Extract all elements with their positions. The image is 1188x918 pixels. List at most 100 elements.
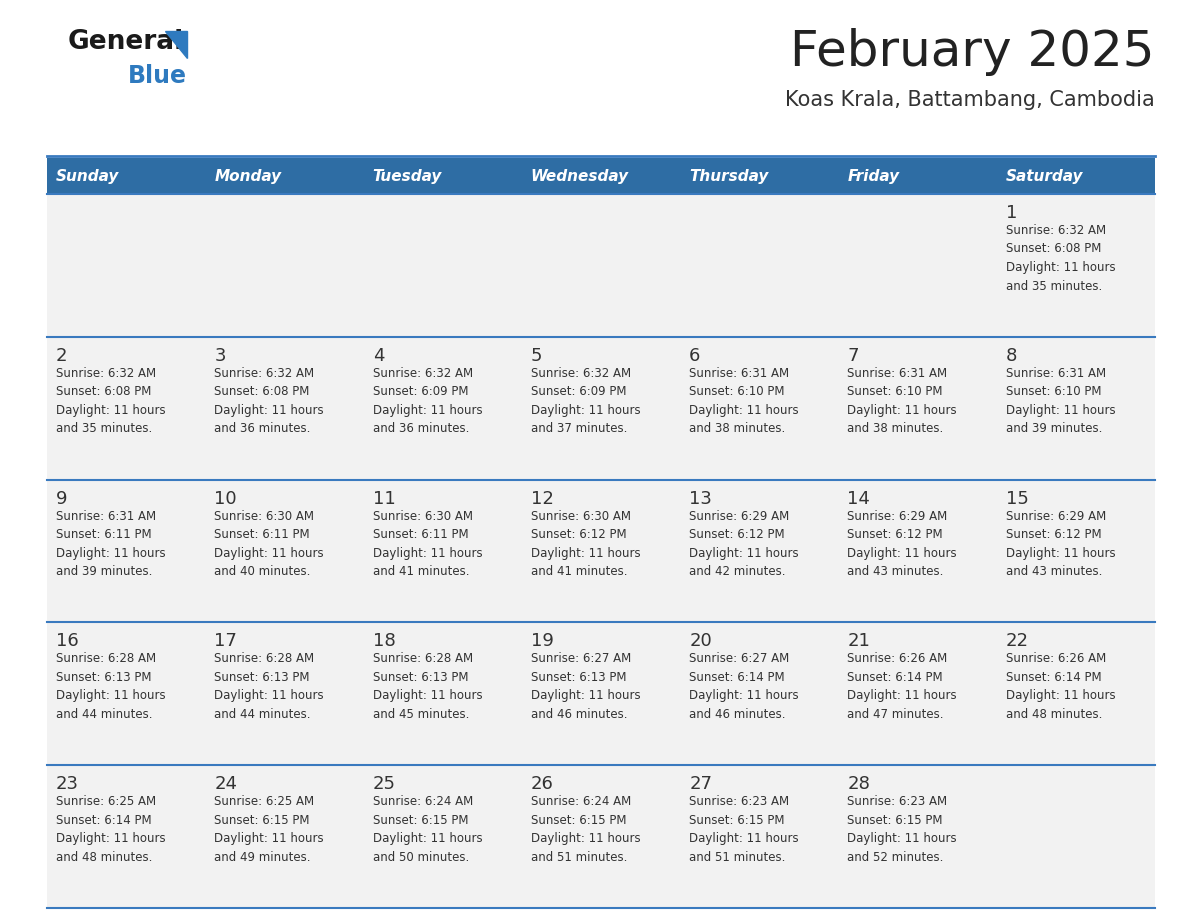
Text: and 48 minutes.: and 48 minutes. — [56, 851, 152, 864]
Text: Sunrise: 6:29 AM: Sunrise: 6:29 AM — [847, 509, 948, 522]
Text: Sunrise: 6:29 AM: Sunrise: 6:29 AM — [689, 509, 789, 522]
Text: Daylight: 11 hours: Daylight: 11 hours — [214, 833, 324, 845]
Text: Sunset: 6:10 PM: Sunset: 6:10 PM — [1006, 386, 1101, 398]
Text: Monday: Monday — [214, 169, 282, 184]
Bar — [364, 158, 522, 194]
Text: and 43 minutes.: and 43 minutes. — [1006, 565, 1102, 578]
Text: Sunrise: 6:24 AM: Sunrise: 6:24 AM — [531, 795, 631, 808]
Text: Sunrise: 6:26 AM: Sunrise: 6:26 AM — [847, 653, 948, 666]
Bar — [522, 158, 681, 194]
Text: Daylight: 11 hours: Daylight: 11 hours — [56, 404, 165, 417]
Text: Sunrise: 6:32 AM: Sunrise: 6:32 AM — [1006, 224, 1106, 237]
Text: 5: 5 — [531, 347, 543, 364]
Text: Sunset: 6:14 PM: Sunset: 6:14 PM — [689, 671, 785, 684]
Text: 10: 10 — [214, 489, 236, 508]
Bar — [48, 766, 1155, 908]
Text: 15: 15 — [1006, 489, 1029, 508]
Text: February 2025: February 2025 — [790, 28, 1155, 76]
Text: Daylight: 11 hours: Daylight: 11 hours — [847, 833, 958, 845]
Text: and 49 minutes.: and 49 minutes. — [214, 851, 311, 864]
Text: Sunset: 6:10 PM: Sunset: 6:10 PM — [847, 386, 943, 398]
Text: 27: 27 — [689, 775, 712, 793]
Text: and 41 minutes.: and 41 minutes. — [373, 565, 469, 578]
Text: Sunrise: 6:32 AM: Sunrise: 6:32 AM — [531, 367, 631, 380]
Text: Sunrise: 6:27 AM: Sunrise: 6:27 AM — [531, 653, 631, 666]
Text: Daylight: 11 hours: Daylight: 11 hours — [56, 833, 165, 845]
Text: 18: 18 — [373, 633, 396, 650]
Text: Sunset: 6:15 PM: Sunset: 6:15 PM — [531, 813, 626, 827]
Text: Sunset: 6:08 PM: Sunset: 6:08 PM — [1006, 242, 1101, 255]
Text: Sunset: 6:13 PM: Sunset: 6:13 PM — [214, 671, 310, 684]
Text: Sunrise: 6:31 AM: Sunrise: 6:31 AM — [56, 509, 156, 522]
Text: and 47 minutes.: and 47 minutes. — [847, 708, 944, 721]
Text: 6: 6 — [689, 347, 701, 364]
Text: and 36 minutes.: and 36 minutes. — [373, 422, 469, 435]
Text: 24: 24 — [214, 775, 238, 793]
Text: Sunset: 6:11 PM: Sunset: 6:11 PM — [373, 528, 468, 541]
Text: Sunrise: 6:23 AM: Sunrise: 6:23 AM — [847, 795, 948, 808]
Text: Sunset: 6:11 PM: Sunset: 6:11 PM — [214, 528, 310, 541]
Text: and 36 minutes.: and 36 minutes. — [214, 422, 310, 435]
Bar — [681, 158, 839, 194]
Text: Sunset: 6:15 PM: Sunset: 6:15 PM — [847, 813, 943, 827]
Text: Daylight: 11 hours: Daylight: 11 hours — [847, 689, 958, 702]
Text: Sunrise: 6:32 AM: Sunrise: 6:32 AM — [56, 367, 156, 380]
Text: Daylight: 11 hours: Daylight: 11 hours — [689, 404, 798, 417]
Text: and 38 minutes.: and 38 minutes. — [689, 422, 785, 435]
Text: and 44 minutes.: and 44 minutes. — [214, 708, 311, 721]
Text: and 39 minutes.: and 39 minutes. — [56, 565, 152, 578]
Text: and 44 minutes.: and 44 minutes. — [56, 708, 152, 721]
Bar — [206, 158, 364, 194]
Text: 12: 12 — [531, 489, 554, 508]
Text: Daylight: 11 hours: Daylight: 11 hours — [373, 689, 482, 702]
Text: Sunset: 6:14 PM: Sunset: 6:14 PM — [56, 813, 152, 827]
Text: Sunrise: 6:30 AM: Sunrise: 6:30 AM — [531, 509, 631, 522]
Text: 11: 11 — [373, 489, 396, 508]
Text: Sunrise: 6:30 AM: Sunrise: 6:30 AM — [214, 509, 315, 522]
Text: General: General — [68, 29, 184, 55]
Text: 9: 9 — [56, 489, 68, 508]
Text: 2: 2 — [56, 347, 68, 364]
Bar — [48, 158, 206, 194]
Text: Sunset: 6:12 PM: Sunset: 6:12 PM — [847, 528, 943, 541]
Bar — [48, 194, 1155, 337]
Text: 19: 19 — [531, 633, 554, 650]
Text: Sunset: 6:15 PM: Sunset: 6:15 PM — [689, 813, 784, 827]
Text: 4: 4 — [373, 347, 384, 364]
Text: Daylight: 11 hours: Daylight: 11 hours — [56, 689, 165, 702]
Text: Sunset: 6:09 PM: Sunset: 6:09 PM — [531, 386, 626, 398]
Text: 25: 25 — [373, 775, 396, 793]
Text: Sunset: 6:13 PM: Sunset: 6:13 PM — [56, 671, 152, 684]
Text: Daylight: 11 hours: Daylight: 11 hours — [1006, 404, 1116, 417]
Text: and 50 minutes.: and 50 minutes. — [373, 851, 469, 864]
Text: Sunrise: 6:31 AM: Sunrise: 6:31 AM — [1006, 367, 1106, 380]
Text: Sunset: 6:14 PM: Sunset: 6:14 PM — [847, 671, 943, 684]
Text: Sunrise: 6:28 AM: Sunrise: 6:28 AM — [214, 653, 315, 666]
Text: and 43 minutes.: and 43 minutes. — [847, 565, 943, 578]
Text: Daylight: 11 hours: Daylight: 11 hours — [373, 833, 482, 845]
Text: Sunset: 6:14 PM: Sunset: 6:14 PM — [1006, 671, 1101, 684]
Text: Sunset: 6:12 PM: Sunset: 6:12 PM — [531, 528, 626, 541]
Text: Daylight: 11 hours: Daylight: 11 hours — [214, 404, 324, 417]
Text: and 51 minutes.: and 51 minutes. — [531, 851, 627, 864]
Text: Sunset: 6:10 PM: Sunset: 6:10 PM — [689, 386, 784, 398]
Text: 8: 8 — [1006, 347, 1017, 364]
Text: Blue: Blue — [128, 64, 187, 88]
Text: Daylight: 11 hours: Daylight: 11 hours — [689, 546, 798, 560]
Text: Sunset: 6:08 PM: Sunset: 6:08 PM — [214, 386, 310, 398]
Text: 13: 13 — [689, 489, 712, 508]
Text: Daylight: 11 hours: Daylight: 11 hours — [689, 833, 798, 845]
Bar — [48, 622, 1155, 766]
Text: Daylight: 11 hours: Daylight: 11 hours — [847, 546, 958, 560]
Text: Daylight: 11 hours: Daylight: 11 hours — [531, 833, 640, 845]
Text: Sunset: 6:13 PM: Sunset: 6:13 PM — [373, 671, 468, 684]
Text: 20: 20 — [689, 633, 712, 650]
Text: and 40 minutes.: and 40 minutes. — [214, 565, 310, 578]
Text: 7: 7 — [847, 347, 859, 364]
Text: Sunset: 6:15 PM: Sunset: 6:15 PM — [373, 813, 468, 827]
Text: Daylight: 11 hours: Daylight: 11 hours — [1006, 546, 1116, 560]
Text: Sunset: 6:15 PM: Sunset: 6:15 PM — [214, 813, 310, 827]
Text: Sunrise: 6:24 AM: Sunrise: 6:24 AM — [373, 795, 473, 808]
Text: Sunrise: 6:31 AM: Sunrise: 6:31 AM — [847, 367, 948, 380]
Text: 16: 16 — [56, 633, 78, 650]
